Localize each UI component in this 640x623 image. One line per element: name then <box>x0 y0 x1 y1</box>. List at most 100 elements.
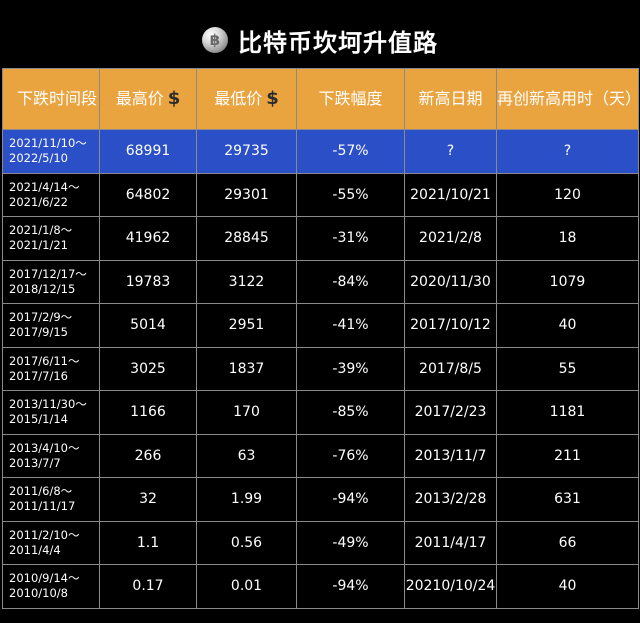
period-start: 2013/4/10～ <box>9 440 80 455</box>
cell-new-high-date: 20210/10/24 <box>404 564 497 609</box>
cell-high: 64802 <box>99 172 197 217</box>
cell-low: 0.56 <box>196 520 297 565</box>
cell-low: 2951 <box>196 303 297 348</box>
title-bar: ฿ 比特币坎坷升值路 <box>0 18 640 62</box>
header-period: 下跌时间段 <box>2 68 100 130</box>
period-end: 2017/7/16 <box>9 368 68 383</box>
cell-period: 2011/2/10～ 2011/4/4 <box>2 520 100 565</box>
table-header-row: 下跌时间段 最高价 $ 最低价 $ 下跌幅度 新高日期 再创新高用时（天） <box>2 68 639 130</box>
cell-new-high-date: 2017/8/5 <box>404 346 497 391</box>
header-low: 最低价 $ <box>196 68 297 130</box>
cell-low: 29735 <box>196 129 297 174</box>
period-end: 2017/9/15 <box>9 325 68 340</box>
cell-high: 68991 <box>99 129 197 174</box>
cell-drop: -49% <box>296 520 405 565</box>
cell-days: 631 <box>496 477 639 522</box>
table-row: 2013/4/10～ 2013/7/7 266 63 -76% 2013/11/7 211 <box>2 433 639 478</box>
cell-high: 1.1 <box>99 520 197 565</box>
cell-high: 266 <box>99 433 197 478</box>
cell-high: 0.17 <box>99 564 197 609</box>
period-start: 2011/2/10～ <box>9 527 80 542</box>
table-row: 2011/6/8～ 2011/11/17 32 1.99 -94% 2013/2/28 63… <box>2 477 639 522</box>
cell-drop: -55% <box>296 172 405 217</box>
table-row: 2011/2/10～ 2011/4/4 1.1 0.56 -49% 2011/4/17 66 <box>2 520 639 565</box>
cell-low: 170 <box>196 390 297 435</box>
cell-period: 2017/12/17～ 2018/12/15 <box>2 259 100 304</box>
cell-drop: -76% <box>296 433 405 478</box>
cell-drop: -31% <box>296 216 405 261</box>
cell-high: 19783 <box>99 259 197 304</box>
period-end: 2013/7/7 <box>9 455 61 470</box>
period-end: 2011/4/4 <box>9 542 61 557</box>
period-end: 2011/11/17 <box>9 499 76 514</box>
cell-period: 2017/6/11～ 2017/7/16 <box>2 346 100 391</box>
period-start: 2021/11/10～ <box>9 136 87 151</box>
cell-drop: -57% <box>296 129 405 174</box>
period-end: 2010/10/8 <box>9 586 68 601</box>
cell-drop: -94% <box>296 477 405 522</box>
header-drop: 下跌幅度 <box>296 68 405 130</box>
period-start: 2010/9/14～ <box>9 571 80 586</box>
cell-new-high-date: 2020/11/30 <box>404 259 497 304</box>
cell-low: 3122 <box>196 259 297 304</box>
page-title: 比特币坎坷升值路 <box>238 28 438 57</box>
cell-drop: -41% <box>296 303 405 348</box>
cell-days: 1181 <box>496 390 639 435</box>
table-row: 2013/11/30～ 2015/1/14 1166 170 -85% 2017/2/23… <box>2 390 639 435</box>
cell-low: 0.01 <box>196 564 297 609</box>
header-low-label: 最低价 <box>214 89 263 108</box>
period-start: 2017/12/17～ <box>9 266 87 281</box>
cell-drop: -84% <box>296 259 405 304</box>
cell-low: 28845 <box>196 216 297 261</box>
bitcoin-drawdown-table: 下跌时间段 最高价 $ 最低价 $ 下跌幅度 新高日期 再创新高用时（天） 2021… <box>2 68 639 609</box>
header-days: 再创新高用时（天） <box>496 68 639 130</box>
period-start: 2017/6/11～ <box>9 353 80 368</box>
table-row: 2021/11/10～ 2022/5/10 68991 29735 -57%?? <box>2 129 639 174</box>
period-end: 2015/1/14 <box>9 412 68 427</box>
table-row: 2017/12/17～ 2018/12/15 19783 3122 -84% 2020/1… <box>2 259 639 304</box>
cell-high: 5014 <box>99 303 197 348</box>
table-row: 2010/9/14～ 2010/10/8 0.17 0.01 -94% 20210/10/… <box>2 564 639 609</box>
table-row: 2021/4/14～ 2021/6/22 64802 29301 -55% 2021/10… <box>2 172 639 217</box>
period-start: 2011/6/8～ <box>9 484 73 499</box>
cell-low: 29301 <box>196 172 297 217</box>
header-new-high-date: 新高日期 <box>404 68 497 130</box>
cell-days: 211 <box>496 433 639 478</box>
cell-period: 2013/4/10～ 2013/7/7 <box>2 433 100 478</box>
cell-days: 55 <box>496 346 639 391</box>
cell-new-high-date: ? <box>404 129 497 174</box>
cell-new-high-date: 2013/2/28 <box>404 477 497 522</box>
bitcoin-coin-icon: ฿ <box>202 27 228 53</box>
cell-days: 18 <box>496 216 639 261</box>
table-row: 2017/2/9～ 2017/9/15 5014 2951 -41% 2017/10/12… <box>2 303 639 348</box>
dollar-icon: $ <box>167 88 181 109</box>
cell-high: 3025 <box>99 346 197 391</box>
cell-low: 63 <box>196 433 297 478</box>
period-start: 2017/2/9～ <box>9 310 73 325</box>
cell-low: 1837 <box>196 346 297 391</box>
period-start: 2013/11/30～ <box>9 397 87 412</box>
cell-new-high-date: 2013/11/7 <box>404 433 497 478</box>
cell-low: 1.99 <box>196 477 297 522</box>
cell-new-high-date: 2021/10/21 <box>404 172 497 217</box>
period-end: 2021/6/22 <box>9 194 68 209</box>
period-end: 2018/12/15 <box>9 281 76 296</box>
cell-new-high-date: 2017/10/12 <box>404 303 497 348</box>
cell-period: 2021/1/8～ 2021/1/21 <box>2 216 100 261</box>
cell-drop: -94% <box>296 564 405 609</box>
cell-new-high-date: 2017/2/23 <box>404 390 497 435</box>
cell-new-high-date: 2021/2/8 <box>404 216 497 261</box>
header-high-label: 最高价 <box>115 89 164 108</box>
cell-days: ? <box>496 129 639 174</box>
dollar-icon: $ <box>266 88 279 109</box>
cell-drop: -39% <box>296 346 405 391</box>
period-end: 2021/1/21 <box>9 238 68 253</box>
cell-days: 40 <box>496 564 639 609</box>
cell-period: 2011/6/8～ 2011/11/17 <box>2 477 100 522</box>
cell-period: 2017/2/9～ 2017/9/15 <box>2 303 100 348</box>
table-row: 2017/6/11～ 2017/7/16 3025 1837 -39% 2017/8/5 5… <box>2 346 639 391</box>
cell-period: 2013/11/30～ 2015/1/14 <box>2 390 100 435</box>
cell-days: 1079 <box>496 259 639 304</box>
cell-new-high-date: 2011/4/17 <box>404 520 497 565</box>
cell-period: 2021/11/10～ 2022/5/10 <box>2 129 100 174</box>
